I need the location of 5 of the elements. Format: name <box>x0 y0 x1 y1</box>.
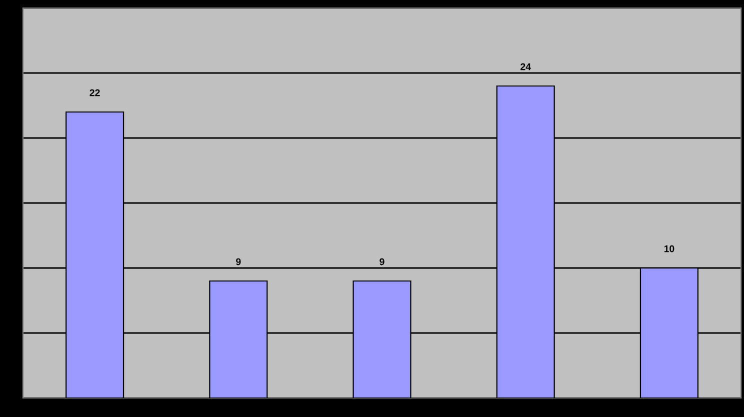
data-label: 22 <box>90 89 100 96</box>
data-label: 10 <box>664 245 674 252</box>
data-label: 9 <box>236 258 241 266</box>
data-label: 9 <box>380 258 384 266</box>
data-label: 24 <box>520 63 531 70</box>
